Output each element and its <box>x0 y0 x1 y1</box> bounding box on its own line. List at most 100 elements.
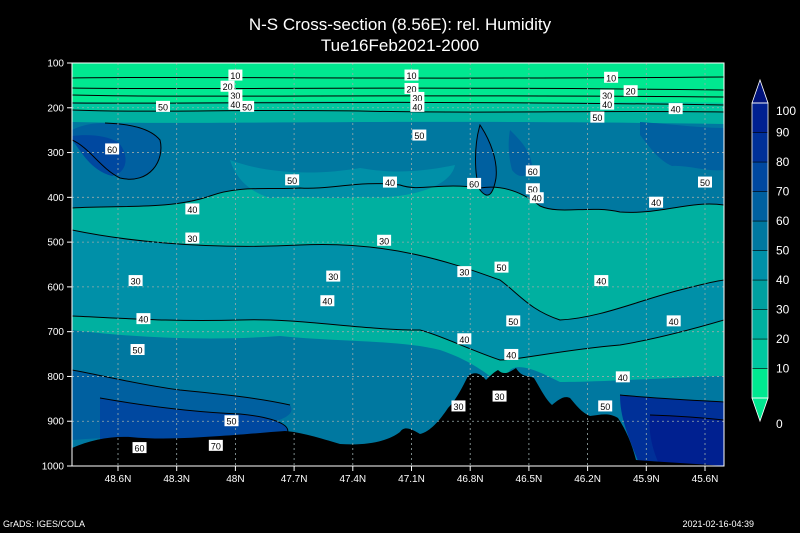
contour-label: 40 <box>649 196 664 208</box>
colorbar-label: 40 <box>776 273 790 287</box>
contour-label: 50 <box>494 261 509 273</box>
colorbar-frame <box>751 102 769 399</box>
y-tick-label: 400 <box>47 193 64 204</box>
contour-label-text: 30 <box>230 91 240 101</box>
contour-label-text: 40 <box>532 194 542 204</box>
contour-label: 50 <box>590 111 605 123</box>
contour-label-bg <box>525 165 540 177</box>
y-tick-label: 800 <box>47 372 64 383</box>
contour-label-bg <box>492 390 507 402</box>
contour-label: 40 <box>529 192 544 204</box>
contour-40-lower <box>72 315 724 361</box>
contour-label-text: 60 <box>528 167 538 177</box>
contour-label-text: 50 <box>700 178 710 188</box>
contour-label-text: 10 <box>230 71 240 81</box>
contour-label: 60 <box>105 143 120 155</box>
contour-label-bg <box>666 315 681 327</box>
x-tick-label: 45.6N <box>692 474 719 485</box>
contour-40-mid <box>72 183 724 213</box>
contour-label-bg <box>529 192 544 204</box>
humidity-band-60-70-lower <box>100 398 288 443</box>
contour-label: 30 <box>410 91 425 103</box>
contour-label-bg <box>494 261 509 273</box>
colorbar-label: 10 <box>776 362 790 376</box>
colorbar-label: 90 <box>776 126 790 140</box>
contour-30-mid <box>72 229 724 321</box>
contour-label-bg <box>185 203 200 215</box>
contour-label-text: 30 <box>131 277 141 287</box>
contour-label: 60 <box>467 177 482 189</box>
y-tick-label: 900 <box>47 417 64 428</box>
contour-label-bg <box>451 400 466 412</box>
contour-label-bg <box>598 400 613 412</box>
contour-label-bg <box>240 100 255 112</box>
contour-label-bg <box>208 439 223 451</box>
x-tick-label: 47.7N <box>281 474 308 485</box>
colorbar-swatch <box>751 279 769 310</box>
colorbar-swatch <box>751 161 769 192</box>
contour-label-bg <box>105 143 120 155</box>
contour-label-text: 40 <box>602 100 612 110</box>
contour-label-bg <box>410 100 425 112</box>
contour-label-bg <box>525 183 540 195</box>
contour-label-bg <box>504 348 519 360</box>
contour-label-bg <box>590 111 605 123</box>
contour-label: 60 <box>132 442 147 454</box>
contour-label-bg <box>698 176 712 188</box>
contour-label: 10 <box>228 69 243 81</box>
contour-label: 50 <box>285 174 300 186</box>
colorbar-label: 80 <box>776 155 790 169</box>
contour-label-text: 10 <box>406 71 416 81</box>
y-tick-label: 300 <box>47 148 64 159</box>
contour-label-text: 50 <box>528 185 538 195</box>
contour-label-text: 40 <box>618 373 628 383</box>
contour-label-bg <box>320 295 335 307</box>
contour-80-east <box>619 394 724 403</box>
contour-label: 50 <box>240 100 255 112</box>
contour-label-bg <box>228 69 243 81</box>
contour-label: 50 <box>224 415 239 427</box>
contour-label: 40 <box>457 333 472 345</box>
chart-title: N-S Cross-section (8.56E): rel. Humidity <box>248 15 552 34</box>
y-axis: 100 200 300 400 500 600 700 800 900 1000 <box>42 59 72 473</box>
contour-50-lower <box>72 369 291 406</box>
contour-label-bg <box>285 174 300 186</box>
contour-label-text: 40 <box>412 102 422 112</box>
humidity-band-90-100-east <box>649 415 724 466</box>
colorbar-label: 20 <box>776 332 790 346</box>
footer-credit: GrADS: IGES/COLA <box>3 519 86 529</box>
x-tick-label: 48.3N <box>163 474 190 485</box>
contour-30 <box>72 94 724 98</box>
contour-60-west <box>72 122 162 180</box>
contour-60-lower <box>99 397 289 441</box>
colorbar-swatch <box>751 309 769 340</box>
contour-label: 20 <box>220 80 235 92</box>
contour-label-text: 40 <box>596 277 606 287</box>
contour-label: 30 <box>600 89 615 101</box>
contour-label-text: 50 <box>414 131 424 141</box>
contour-label: 50 <box>506 315 521 327</box>
contour-label: 40 <box>600 98 615 110</box>
contour-label-bg <box>224 415 239 427</box>
contour-label-bg <box>228 98 243 110</box>
contour-label-text: 70 <box>211 441 221 451</box>
contour-label: 40 <box>320 295 335 307</box>
contour-label-text: 20 <box>626 87 636 97</box>
contour-label-bg <box>506 315 521 327</box>
contour-label-bg <box>412 129 427 141</box>
colorbar-swatch <box>751 368 769 399</box>
contour-40-top <box>72 101 724 106</box>
contour-label-text: 30 <box>602 91 612 101</box>
contour-label: 20 <box>404 82 419 94</box>
colorbar-label: 100 <box>776 104 796 118</box>
contour-label-text: 60 <box>469 179 479 189</box>
contour-label: 50 <box>698 176 712 188</box>
contour-label: 40 <box>594 275 609 287</box>
contour-label: 20 <box>623 85 638 97</box>
plot-frame <box>71 62 725 467</box>
contour-label-text: 50 <box>158 102 168 112</box>
contour-label-text: 30 <box>495 392 505 402</box>
contour-label-text: 50 <box>287 176 297 186</box>
contour-label: 30 <box>228 89 243 101</box>
contour-label: 50 <box>412 129 427 141</box>
